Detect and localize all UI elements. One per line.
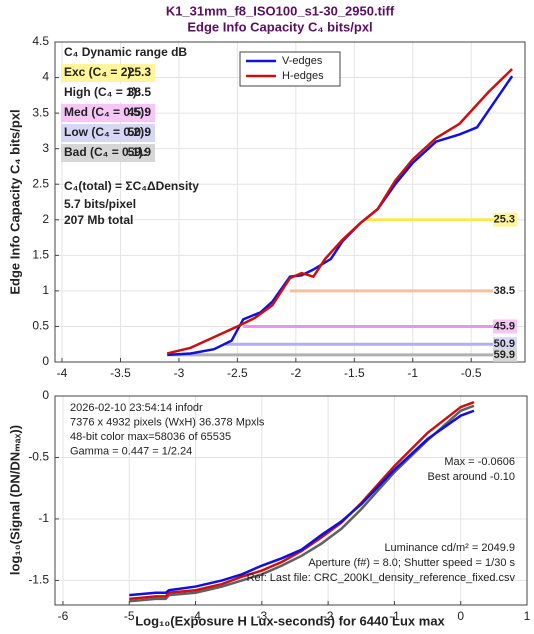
annotation: Best around -0.10 [428,471,515,483]
y-tick-label: 0 [42,354,49,368]
x-tick-label: -2 [291,366,302,380]
y-tick-label: 0.5 [32,319,49,333]
annotation: 7376 x 4932 pixels (WxH) 36.378 Mpxls [70,416,265,428]
level-label: 50.9 [494,338,515,350]
y-axis-label: Edge Info Capacity C₄ bits/pxl [7,109,22,294]
x-tick-label: -1 [389,609,400,623]
y-tick-label: 4.5 [32,34,49,48]
y-tick-label: 3 [42,141,49,155]
x-tick-label: -2 [323,609,334,623]
series-line [129,404,475,603]
plot-frame [54,395,528,606]
y-tick-label: -1 [38,511,49,525]
level-label-bg [493,319,517,334]
plot-area [55,396,527,605]
x-tick-label: -5 [124,609,135,623]
x-axis-label: Log₁₀(Exposure H Lux-seconds) for 6440 L… [135,613,445,628]
level-row-value: 25.3 [128,65,152,79]
annotation: Luminance cd/m² = 2049.9 [384,542,515,554]
y-tick-label: -0.5 [28,450,49,464]
levels-title: C₄ Dynamic range dB [64,45,187,59]
level-row-label: Med (C₄ = 0.5): [64,105,148,119]
level-row-bg [61,144,155,162]
annotation: 2026-02-10 23:54:14 infodr [70,402,203,414]
level-label-bg [493,337,517,352]
x-tick-label: -4 [190,609,201,623]
level-row-value: 50.9 [128,125,152,139]
y-tick-label: 3.5 [32,105,49,119]
annotation: 207 Mb total [64,213,133,227]
level-row-bg [61,84,155,102]
x-tick-label: -1 [407,366,418,380]
level-label: 25.3 [494,214,515,226]
level-row-bg [61,104,155,122]
level-label-bg [493,212,517,227]
level-row-bg [61,124,155,142]
y-tick-label: 2 [42,212,49,226]
y-tick-label: 1.5 [32,248,49,262]
annotation: 5.7 bits/pixel [64,197,136,211]
level-label: 38.5 [494,285,515,297]
level-row-label: High (C₄ = 1): [64,85,141,99]
annotation: Ref: Last file: CRC_200KI_density_refere… [247,572,516,584]
y-tick-label: 4 [42,70,49,84]
chart-subtitle: Edge Info Capacity C₄ bits/pxl [187,19,372,34]
y-tick-label: 2.5 [32,176,49,190]
series-line [129,400,475,601]
x-tick-label: -3 [174,366,185,380]
level-row-label: Bad (C₄ = 0.1): [64,145,147,159]
annotation: Aperture (f#) = 8.0; Shutter speed = 1/3… [308,557,515,569]
level-row-value: 45.9 [128,105,152,119]
level-label: 59.9 [494,349,515,361]
y-axis-label: log₁₀(Signal (DN/DNₘₐₓ)) [7,425,22,575]
level-label-bg [493,283,517,298]
y-tick-label: -1.5 [28,573,49,587]
level-row-bg [61,64,155,82]
x-tick-label: -1.5 [344,366,365,380]
level-label: 45.9 [494,320,515,332]
x-tick-label: -4 [57,366,68,380]
series-line [166,68,514,355]
chart-title: K1_31mm_f8_ISO100_s1-30_2950.tiff [166,3,395,18]
x-tick-label: 0 [457,609,464,623]
annotation: Gamma = 0.447 = 1/2.24 [70,445,192,457]
x-tick-label: 1 [524,609,531,623]
legend-label: H-edges [282,70,324,82]
level-row-label: Low (C₄ = 0.2): [64,125,148,139]
legend-box [239,51,341,87]
level-row-value: 59.9 [128,145,152,159]
x-tick-label: -6 [58,609,69,623]
y-tick-label: 0 [42,388,49,402]
annotation: Max = -0.0606 [444,456,515,468]
level-label-bg [493,347,517,362]
series-line [129,409,475,597]
plot-frame [54,41,526,363]
level-row-label: Exc (C₄ = 2): [64,65,135,79]
annotation: C₄(total) = ΣC₄ΔDensity [64,179,199,193]
x-tick-label: -3 [256,609,267,623]
legend-label: V-edges [282,55,323,67]
annotation: 48-bit color max=58036 of 65535 [70,431,231,443]
x-tick-label: -2.5 [227,366,248,380]
level-row-value: 38.5 [128,85,152,99]
y-tick-label: 1 [42,283,49,297]
x-tick-label: -3.5 [110,366,131,380]
x-tick-label: -0.5 [461,366,482,380]
